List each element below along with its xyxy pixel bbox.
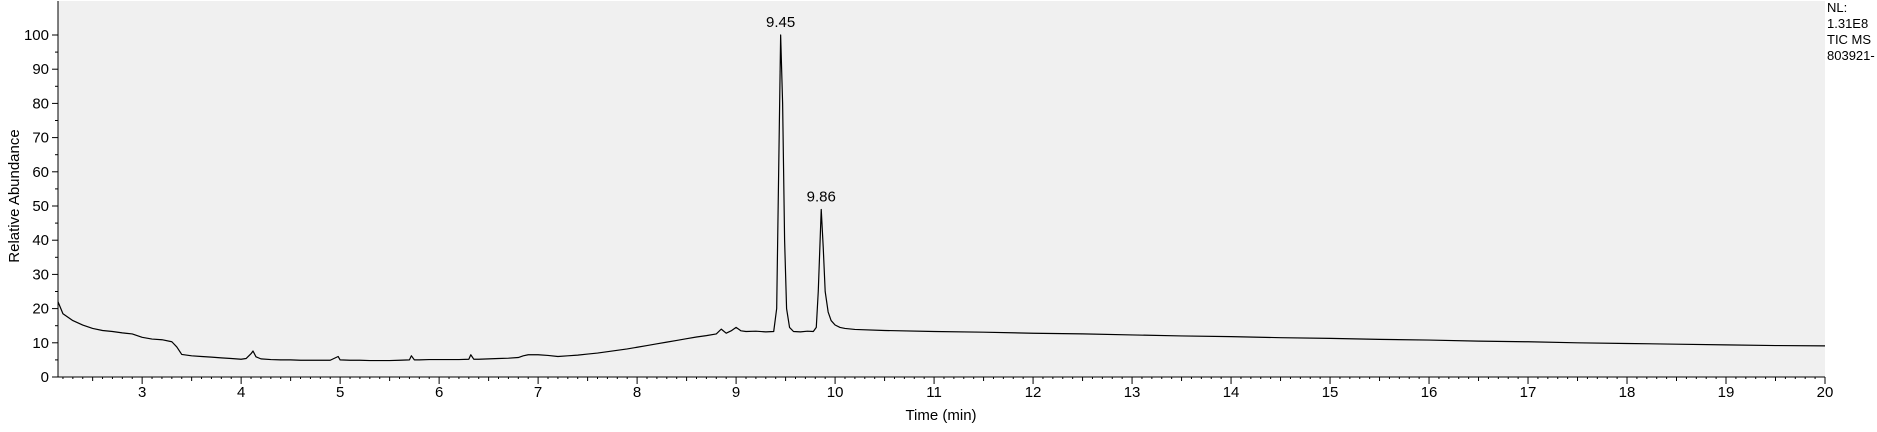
x-tick-label: 19 — [1718, 384, 1735, 401]
x-tick-label: 8 — [633, 384, 641, 401]
y-axis-title: Relative Abundance — [6, 129, 23, 262]
y-tick-label: 0 — [41, 369, 49, 386]
side-info-panel: NL: 1.31E8 TIC MS 803921- — [1827, 0, 1877, 64]
plot-area — [58, 1, 1825, 377]
x-tick-label: 13 — [1124, 384, 1141, 401]
y-tick-label: 40 — [32, 232, 49, 249]
x-tick-label: 18 — [1619, 384, 1636, 401]
x-tick-label: 14 — [1223, 384, 1240, 401]
x-axis: 3 4 5 6 7 8 9 10 11 12 13 14 15 16 17 18 19 20 — [58, 376, 1834, 401]
y-tick-label: 90 — [32, 61, 49, 78]
x-tick-label: 16 — [1421, 384, 1438, 401]
x-tick-label: 10 — [827, 384, 844, 401]
x-tick-label: 12 — [1025, 384, 1042, 401]
x-tick-label: 3 — [138, 384, 146, 401]
y-axis: 0 10 20 30 40 50 60 70 80 90 100 — [24, 1, 59, 386]
x-tick-label: 11 — [926, 384, 942, 401]
scan-filter: TIC MS — [1827, 32, 1872, 47]
x-axis-title: Time (min) — [905, 407, 976, 424]
series-layer — [57, 34, 1826, 362]
x-tick-label: 6 — [435, 384, 443, 401]
y-tick-label: 100 — [24, 27, 49, 44]
x-tick-label: 17 — [1520, 384, 1537, 401]
file-name: 803921- — [1827, 48, 1875, 63]
x-tick-label: 5 — [336, 384, 344, 401]
y-tick-label: 20 — [32, 301, 49, 318]
peak-labels: 9.45 9.86 — [766, 14, 836, 205]
y-tick-label: 10 — [32, 335, 49, 352]
x-tick-label: 15 — [1322, 384, 1339, 401]
nl-label: NL: — [1827, 0, 1848, 15]
peak-label: 9.45 — [766, 14, 795, 31]
x-tick-label: 7 — [534, 384, 542, 401]
x-tick-label: 4 — [237, 384, 245, 401]
x-tick-label: 20 — [1817, 384, 1834, 401]
x-tick-label: 9 — [732, 384, 740, 401]
peak-label: 9.86 — [807, 188, 836, 205]
y-tick-label: 50 — [32, 198, 49, 215]
y-tick-label: 60 — [32, 164, 49, 181]
nl-value: 1.31E8 — [1827, 16, 1869, 31]
y-tick-label: 70 — [32, 130, 49, 147]
y-tick-label: 80 — [32, 95, 49, 112]
chromatogram-trace — [57, 34, 1826, 362]
y-tick-label: 30 — [32, 266, 49, 283]
